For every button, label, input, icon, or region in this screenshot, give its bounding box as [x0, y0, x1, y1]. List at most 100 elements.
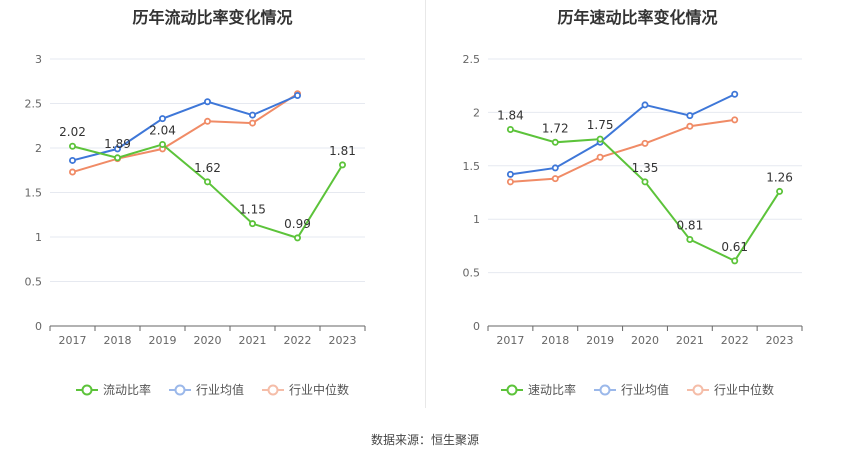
legend-line-icon [262, 384, 284, 395]
data-point-main [69, 142, 77, 150]
x-tick-label: 2020 [194, 334, 222, 347]
legend-label: 行业中位数 [714, 383, 775, 397]
data-label: 0.61 [721, 240, 748, 254]
legend-item-avg[interactable]: 行业均值 [593, 381, 669, 398]
data-point-median [203, 117, 211, 125]
legend-line-icon [168, 384, 191, 395]
y-tick-label: 0 [473, 320, 480, 333]
x-tick-label: 2018 [104, 334, 132, 347]
data-point-avg [203, 98, 211, 106]
x-tick-label: 2023 [766, 334, 794, 347]
data-point-main [596, 135, 604, 143]
x-tick-label: 2019 [586, 334, 614, 347]
x-tick-label: 2021 [676, 334, 704, 347]
data-point-main [293, 234, 301, 242]
data-label: 1.62 [194, 161, 221, 175]
data-source: 数据来源：恒生聚源 [370, 433, 479, 447]
data-label: 1.26 [766, 170, 793, 184]
y-tick-label: 0 [35, 320, 42, 333]
quick-ratio-chart: 0 0.5 1 1.5 2 2.5 2017 2018 2019 2020 2021 2022 2023… [463, 53, 803, 347]
data-point-avg [248, 111, 256, 119]
x-tick-label: 2023 [329, 334, 357, 347]
series-line-avg [510, 93, 736, 176]
legend-label: 行业均值 [195, 383, 244, 397]
x-tick-label: 2019 [149, 334, 177, 347]
data-point-avg [506, 170, 514, 178]
x-tick-label: 2022 [721, 334, 749, 347]
data-point-main [551, 138, 559, 146]
y-tick-label: 1 [35, 231, 42, 244]
series-line-median [72, 92, 299, 173]
panel-divider [425, 0, 426, 408]
y-tick-label: 2.5 [25, 98, 43, 111]
data-point-median [506, 178, 514, 186]
current-ratio-panel: 历年流动比率变化情况 0 0.5 1 1.5 2 2.5 3 2017 2018 2019 2020… [0, 0, 425, 420]
legend: 流动比率 行业均值 行业中位数 [0, 381, 425, 398]
y-tick-label: 1.5 [463, 160, 481, 173]
legend-item-main[interactable]: 速动比率 [500, 381, 576, 398]
data-point-main [158, 140, 166, 148]
data-point-main [338, 161, 346, 169]
data-point-median [69, 168, 77, 176]
data-label: 1.81 [329, 144, 356, 158]
data-point-main [731, 257, 739, 265]
data-point-avg [641, 101, 649, 109]
data-point-main [248, 220, 256, 228]
data-point-main [686, 235, 694, 243]
data-label: 1.84 [497, 108, 524, 122]
data-point-main [203, 178, 211, 186]
y-tick-label: 3 [35, 53, 42, 66]
y-tick-label: 1.5 [25, 187, 43, 200]
legend-label: 速动比率 [527, 383, 576, 397]
legend: 速动比率 行业均值 行业中位数 [425, 381, 850, 398]
data-point-median [686, 122, 694, 130]
data-label: 2.02 [59, 125, 86, 139]
data-label: 1.15 [239, 203, 266, 217]
data-point-avg [551, 164, 559, 172]
x-tick-label: 2020 [631, 334, 659, 347]
quick-ratio-panel: 历年速动比率变化情况 0 0.5 1 1.5 2 2.5 2017 2018 2019 2020 2… [425, 0, 850, 420]
data-point-avg [158, 115, 166, 123]
legend-item-avg[interactable]: 行业均值 [168, 381, 244, 398]
data-point-avg [731, 90, 739, 98]
data-point-main [641, 178, 649, 186]
data-point-main [506, 125, 514, 133]
data-point-main [114, 154, 122, 162]
current-ratio-chart: 0 0.5 1 1.5 2 2.5 3 2017 2018 2019 2020 2021 2022 202… [25, 53, 366, 347]
data-label: 1.75 [587, 118, 614, 132]
chart-title: 历年速动比率变化情况 [557, 8, 718, 27]
x-tick-label: 2021 [239, 334, 267, 347]
data-point-median [641, 139, 649, 147]
y-tick-label: 2.5 [463, 53, 481, 66]
legend-line-icon [75, 384, 98, 395]
y-tick-label: 2 [473, 106, 480, 119]
legend-item-median[interactable]: 行业中位数 [687, 381, 774, 398]
legend-label: 行业均值 [620, 383, 669, 397]
legend-label: 行业中位数 [289, 383, 350, 397]
x-tick-label: 2017 [496, 334, 524, 347]
legend-line-icon [687, 384, 709, 395]
legend-item-main[interactable]: 流动比率 [75, 381, 151, 398]
data-point-median [551, 175, 559, 183]
legend-label: 流动比率 [102, 383, 151, 397]
y-tick-label: 2 [35, 142, 42, 155]
data-point-median [248, 119, 256, 127]
legend-line-icon [593, 384, 616, 395]
series-line-median [510, 118, 735, 183]
y-tick-label: 0.5 [463, 267, 481, 280]
x-tick-label: 2022 [284, 334, 312, 347]
y-tick-label: 0.5 [25, 276, 43, 289]
data-point-avg [686, 112, 694, 120]
data-label: 0.81 [676, 218, 703, 232]
data-label: 2.04 [149, 123, 176, 137]
data-label: 0.99 [284, 217, 311, 231]
data-point-avg [69, 156, 77, 164]
legend-item-median[interactable]: 行业中位数 [262, 381, 349, 398]
data-label: 1.72 [542, 121, 569, 135]
data-point-median [731, 116, 739, 124]
data-point-main [776, 187, 784, 195]
series-line-avg [72, 94, 298, 162]
data-point-avg [293, 91, 301, 99]
data-label: 1.35 [632, 161, 659, 175]
y-tick-label: 1 [473, 213, 480, 226]
